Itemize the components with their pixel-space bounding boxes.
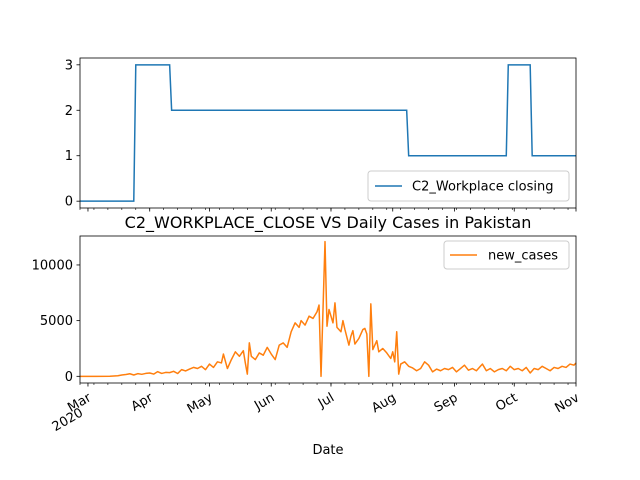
top-y-tick-label: 3 bbox=[65, 58, 73, 73]
top-y-ticks: 0 1 2 3 bbox=[65, 58, 80, 210]
series-line-c2_workplace-closing bbox=[80, 64, 576, 202]
bottom-x-axis-label: Date bbox=[312, 443, 343, 458]
bottom-legend-label: new_cases bbox=[488, 249, 558, 264]
bottom-panel: C2_WORKPLACE_CLOSE VS Daily Cases in Pak… bbox=[32, 213, 583, 458]
bottom-y-tick-label: 5000 bbox=[40, 314, 73, 329]
bottom-y-tick-label: 0 bbox=[65, 370, 73, 385]
top-legend-box bbox=[367, 170, 570, 202]
bottom-x-tick-label: Jul bbox=[315, 390, 337, 411]
bottom-y-ticks: 0 5000 10000 bbox=[32, 258, 80, 385]
bottom-y-tick-label: 10000 bbox=[32, 258, 73, 273]
bottom-legend-box bbox=[443, 240, 570, 270]
bottom-legend: new_cases bbox=[443, 240, 570, 270]
top-x-ticks bbox=[79, 208, 577, 212]
bottom-chart-title: C2_WORKPLACE_CLOSE VS Daily Cases in Pak… bbox=[125, 213, 532, 233]
top-y-tick-label: 2 bbox=[65, 104, 73, 119]
top-y-tick-label: 0 bbox=[65, 195, 73, 210]
top-legend: C2_Workplace closing bbox=[367, 170, 570, 202]
top-y-tick-label: 1 bbox=[65, 149, 73, 164]
top-series-lines bbox=[80, 64, 576, 202]
series-line-new_cases bbox=[80, 240, 577, 378]
top-legend-label: C2_Workplace closing bbox=[412, 180, 553, 195]
top-axes-frame bbox=[79, 57, 577, 209]
bottom-series-lines bbox=[80, 240, 577, 378]
bottom-axes-frame bbox=[79, 235, 577, 384]
top-panel: 0 1 2 3 C2_Workplace closing bbox=[65, 57, 577, 212]
